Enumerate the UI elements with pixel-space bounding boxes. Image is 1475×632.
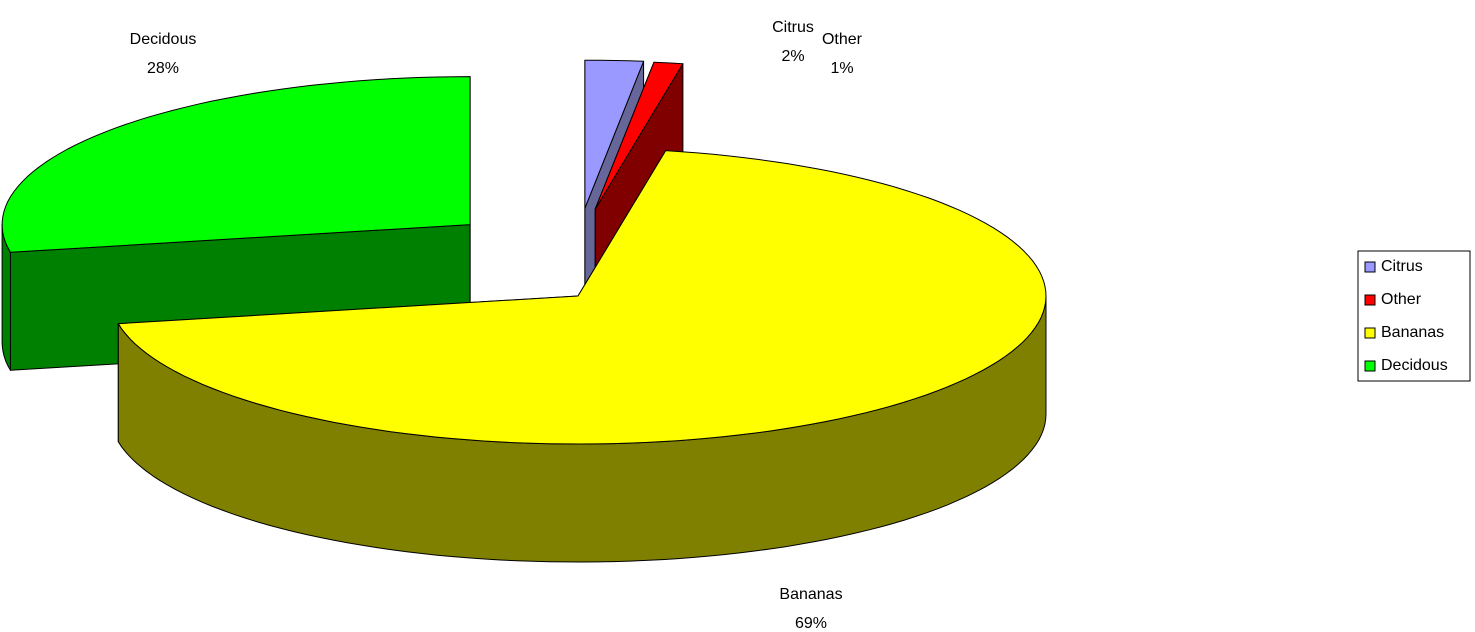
legend: Citrus Other Bananas Decidous bbox=[1357, 250, 1471, 382]
legend-label: Other bbox=[1381, 291, 1422, 308]
data-labels: Citrus 2% Other 1% Bananas 69% Decidous 28% bbox=[130, 19, 863, 632]
slice bbox=[117, 150, 1047, 445]
legend-swatch bbox=[1364, 294, 1376, 306]
legend-swatch bbox=[1364, 261, 1376, 273]
legend-label: Citrus bbox=[1381, 258, 1423, 275]
slice bbox=[594, 61, 684, 210]
data-label-value: 1% bbox=[830, 60, 853, 77]
legend-swatch bbox=[1364, 360, 1376, 372]
data-label-name: Bananas bbox=[779, 586, 842, 603]
legend-label: Decidous bbox=[1381, 357, 1448, 374]
data-label-name: Other bbox=[822, 31, 863, 48]
pie bbox=[1, 59, 1047, 563]
slice bbox=[1, 76, 471, 253]
slice bbox=[584, 59, 645, 209]
data-label-value: 2% bbox=[781, 48, 804, 65]
legend-label: Bananas bbox=[1381, 324, 1444, 341]
data-label-value: 28% bbox=[147, 60, 179, 77]
legend-box bbox=[1357, 250, 1471, 382]
data-label-name: Citrus bbox=[772, 19, 814, 36]
data-label-name: Decidous bbox=[130, 31, 197, 48]
legend-swatch bbox=[1364, 327, 1376, 339]
data-label-value: 69% bbox=[795, 615, 827, 632]
